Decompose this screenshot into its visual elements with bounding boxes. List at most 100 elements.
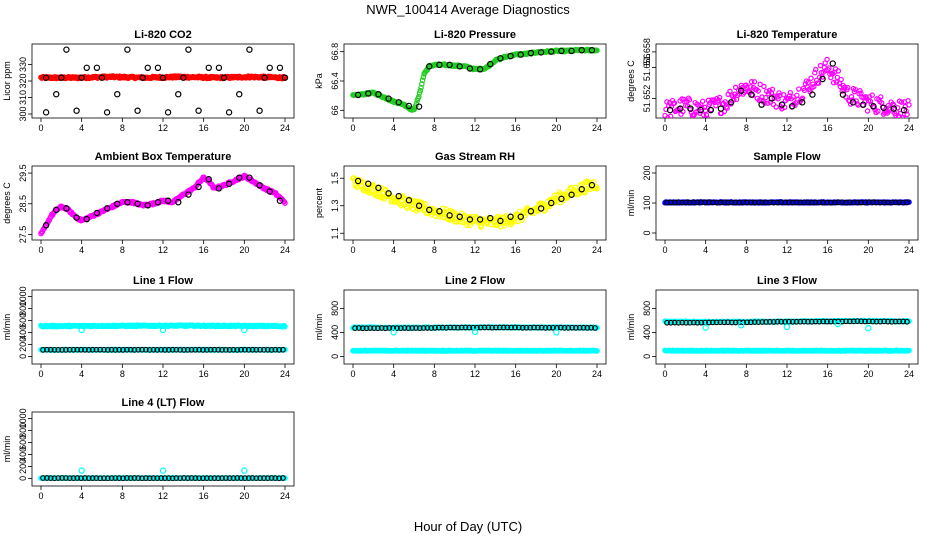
data-point — [588, 324, 595, 331]
data-point — [740, 199, 747, 206]
y-tick-label: 300 — [18, 106, 28, 121]
data-point — [154, 475, 161, 482]
data-point — [666, 106, 674, 114]
data-point — [63, 46, 70, 53]
data-layer — [350, 324, 600, 354]
data-point — [546, 324, 553, 331]
data-point — [862, 199, 868, 206]
x-tick-label: 8 — [744, 245, 749, 255]
data-point — [451, 324, 457, 331]
data-point — [826, 65, 832, 71]
data-point — [205, 176, 212, 183]
data-point — [108, 346, 115, 353]
data-point — [385, 190, 392, 197]
data-point — [234, 475, 241, 481]
data-point — [573, 325, 579, 331]
data-point — [677, 105, 684, 112]
data-point — [439, 324, 446, 331]
y-tick-label: 0 — [642, 354, 652, 359]
x-tick-label: 20 — [239, 491, 249, 501]
data-point — [768, 95, 775, 102]
data-point — [78, 326, 85, 334]
data-point — [866, 318, 872, 325]
data-point — [900, 114, 907, 118]
data-point — [195, 183, 202, 191]
data-point — [40, 475, 46, 481]
data-point — [405, 102, 413, 110]
data-point — [717, 319, 724, 326]
data-point — [123, 346, 130, 353]
data-point — [891, 102, 897, 109]
series-high-res-low — [350, 347, 600, 354]
data-point — [203, 347, 210, 353]
data-point — [748, 91, 755, 98]
data-point — [782, 199, 788, 206]
x-tick-label: 0 — [350, 245, 355, 255]
data-point — [537, 49, 545, 56]
data-point — [702, 324, 709, 331]
data-point — [55, 346, 62, 353]
data-point — [385, 95, 392, 102]
data-point — [770, 101, 777, 108]
y-axis-label: kPa — [314, 73, 324, 89]
data-point — [114, 90, 121, 98]
data-point — [207, 346, 214, 353]
data-point — [192, 346, 199, 353]
data-point — [443, 324, 450, 331]
x-tick-label: 8 — [120, 491, 125, 501]
data-point — [211, 346, 218, 353]
data-point — [759, 319, 766, 325]
data-point — [354, 91, 362, 99]
data-point — [801, 199, 807, 206]
data-point — [264, 346, 271, 353]
data-point — [225, 109, 233, 116]
data-point — [281, 74, 289, 81]
data-point — [415, 206, 422, 213]
x-tick-label: 24 — [280, 123, 290, 133]
data-point — [558, 195, 565, 203]
series-dips — [390, 328, 560, 336]
data-point — [375, 184, 382, 192]
data-point — [103, 109, 111, 116]
data-point — [487, 60, 494, 68]
data-point — [272, 346, 279, 353]
data-point — [736, 199, 743, 206]
data-point — [862, 318, 868, 325]
data-point — [476, 66, 484, 73]
data-point — [517, 51, 524, 58]
data-point — [690, 199, 697, 206]
data-point — [51, 475, 58, 482]
data-point — [904, 199, 910, 206]
data-point — [459, 219, 466, 226]
data-point — [127, 475, 134, 481]
data-point — [51, 346, 58, 353]
y-tick-label: 800 — [18, 423, 28, 438]
data-point — [375, 325, 381, 332]
data-point — [538, 324, 545, 331]
data-point — [709, 199, 716, 206]
series-hourly — [42, 174, 284, 229]
y-axis-label: percent — [314, 187, 324, 218]
data-point — [241, 467, 248, 474]
y-tick-label: 29.5 — [18, 164, 28, 182]
data-point — [515, 324, 522, 331]
data-point — [839, 91, 847, 98]
y-tick-label: 320 — [18, 73, 28, 88]
data-point — [78, 74, 85, 81]
data-point — [848, 94, 855, 100]
data-point — [561, 325, 568, 331]
y-tick-label: 51.658 — [642, 38, 652, 66]
data-point — [839, 318, 846, 325]
data-point — [697, 106, 704, 114]
data-point — [884, 110, 891, 116]
data-point — [268, 347, 275, 353]
data-point — [112, 475, 119, 481]
y-tick-label: 1000 — [18, 408, 28, 428]
data-point — [717, 199, 724, 206]
data-point — [744, 199, 750, 206]
data-point — [531, 324, 537, 331]
data-point — [154, 64, 162, 72]
data-point — [359, 325, 366, 332]
x-tick-label: 8 — [744, 123, 749, 133]
data-point — [165, 347, 172, 353]
